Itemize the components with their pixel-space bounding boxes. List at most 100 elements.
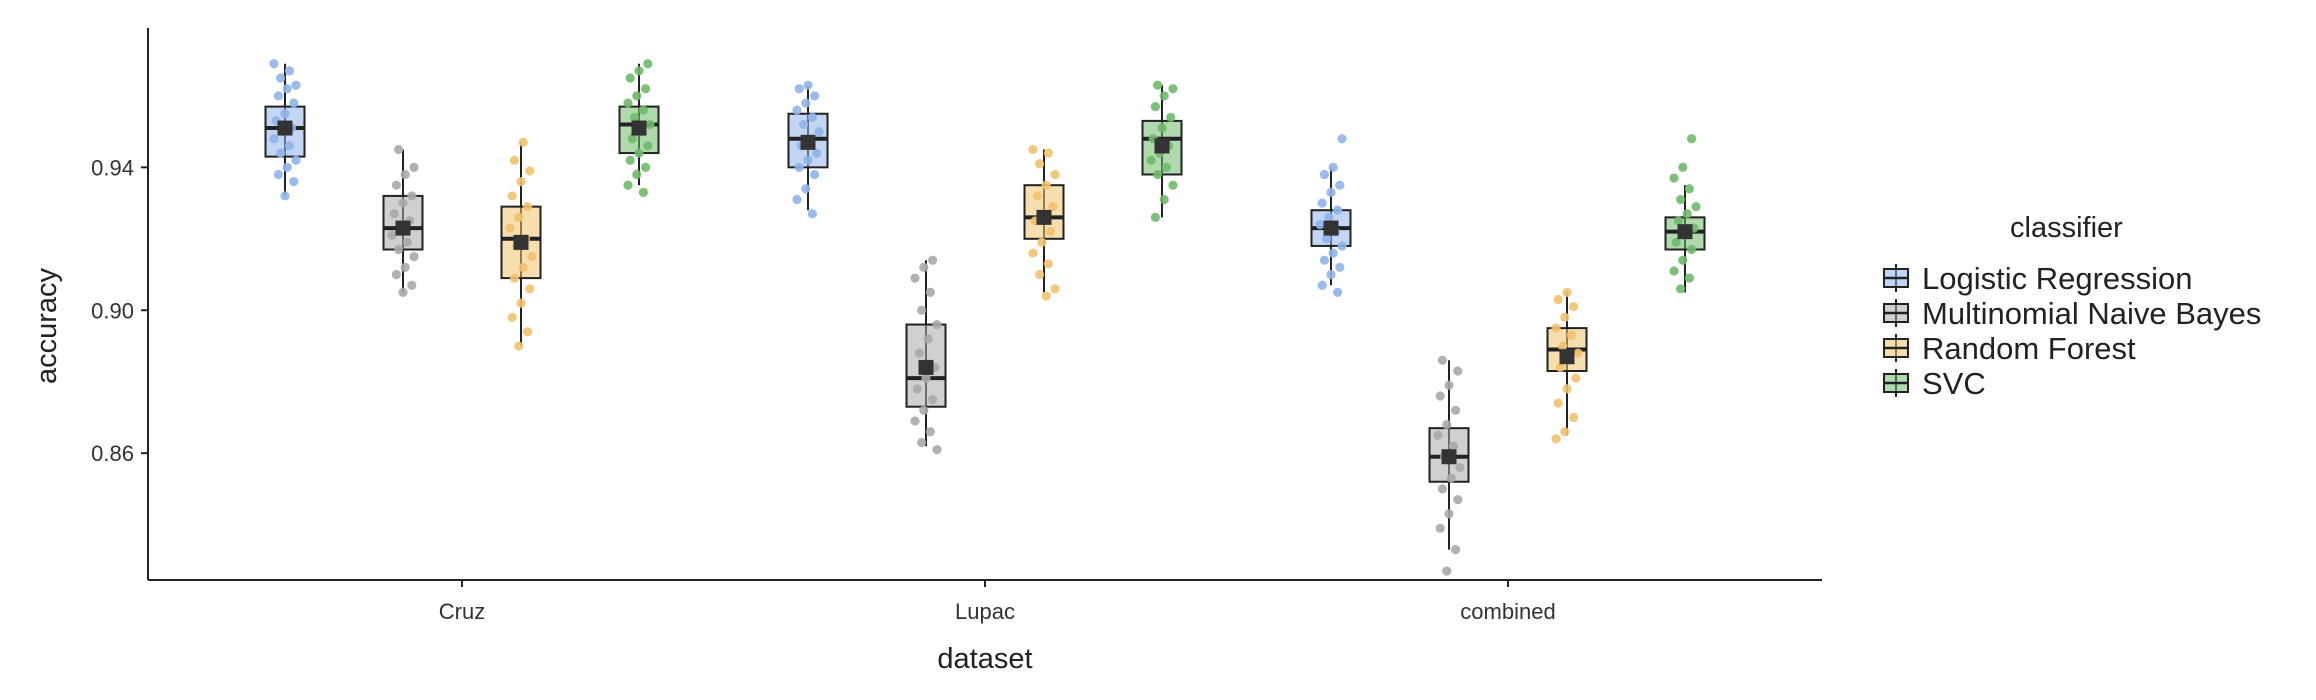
data-point: [518, 137, 528, 147]
data-point: [525, 284, 535, 294]
data-point: [630, 112, 640, 122]
data-point: [1319, 255, 1329, 265]
data-point: [803, 80, 813, 90]
data-point: [917, 305, 927, 315]
data-point: [1319, 169, 1329, 180]
data-point: [273, 91, 283, 101]
data-point: [925, 287, 936, 297]
data-point: [1328, 248, 1338, 258]
data-point: [1448, 441, 1458, 451]
data-point: [276, 73, 286, 83]
data-point: [1551, 434, 1561, 444]
data-point: [912, 384, 922, 394]
data-point: [269, 59, 279, 69]
data-point: [1157, 123, 1167, 133]
data-point: [810, 169, 820, 180]
data-point: [514, 212, 524, 222]
data-point: [391, 269, 401, 280]
data-point: [910, 416, 920, 426]
data-point: [282, 162, 292, 172]
y-axis-title: accuracy: [31, 267, 63, 384]
data-point: [1150, 102, 1160, 112]
data-point: [523, 202, 533, 212]
data-point: [932, 319, 942, 330]
data-point: [1041, 291, 1051, 301]
y-tick-label: 0.94: [91, 155, 134, 180]
data-point: [291, 80, 301, 90]
data-point: [525, 166, 535, 176]
data-point: [282, 84, 292, 94]
legend-item: Multinomial Naive Bayes: [1883, 296, 2261, 331]
series-svc: [618, 59, 1706, 294]
data-point: [289, 177, 299, 187]
mean-marker: [1677, 224, 1693, 240]
data-point: [514, 341, 524, 351]
data-point: [1050, 284, 1060, 294]
data-point: [398, 198, 408, 208]
data-point: [634, 66, 644, 76]
data-point: [1453, 366, 1463, 376]
data-point: [792, 194, 802, 205]
data-point: [400, 262, 410, 272]
data-point: [1451, 545, 1461, 555]
data-point: [1435, 391, 1445, 401]
data-point: [1337, 134, 1347, 144]
data-point: [400, 169, 410, 180]
legend-item: SVC: [1883, 366, 1986, 401]
data-point: [289, 98, 299, 108]
data-point: [1028, 248, 1038, 258]
series-multinomial-naive-bayes: [382, 144, 1470, 576]
data-point: [914, 348, 925, 358]
data-point: [284, 66, 294, 76]
data-point: [1322, 234, 1332, 244]
data-point: [407, 191, 417, 201]
data-point: [523, 327, 533, 337]
data-point: [1551, 323, 1561, 333]
data-point: [910, 273, 920, 283]
mean-marker: [1154, 138, 1170, 154]
data-point: [516, 298, 526, 308]
data-point: [643, 59, 653, 69]
data-point: [402, 237, 412, 247]
data-point: [518, 262, 528, 272]
data-point: [1553, 398, 1563, 408]
data-point: [1337, 241, 1347, 251]
data-point: [1676, 194, 1686, 205]
data-point: [1691, 202, 1701, 212]
data-point: [1046, 227, 1056, 237]
data-point: [641, 84, 651, 94]
data-point: [1435, 523, 1445, 533]
series-logistic-regression: [264, 59, 1352, 297]
y-tick-label: 0.90: [91, 298, 134, 323]
data-point: [1041, 180, 1051, 190]
data-point: [928, 255, 938, 265]
data-point: [794, 84, 804, 94]
data-point: [1569, 302, 1579, 312]
data-point: [398, 287, 408, 297]
data-point: [1035, 269, 1045, 280]
data-point: [623, 180, 633, 190]
data-point: [1455, 462, 1465, 473]
x-axis-title: dataset: [937, 643, 1032, 675]
data-point: [794, 162, 804, 172]
data-point: [1050, 169, 1060, 180]
data-point: [1043, 259, 1053, 269]
data-point: [280, 191, 290, 201]
data-point: [280, 109, 290, 119]
data-point: [509, 273, 519, 283]
plot-area: [264, 59, 1706, 576]
data-point: [1326, 187, 1336, 197]
data-point: [625, 73, 635, 83]
data-point: [407, 280, 417, 290]
data-point: [394, 144, 404, 155]
data-point: [1687, 244, 1697, 255]
data-point: [814, 127, 824, 137]
data-point: [1437, 355, 1447, 365]
data-point: [276, 148, 286, 158]
data-point: [807, 112, 818, 122]
data-point: [1687, 134, 1697, 144]
data-point: [507, 312, 517, 322]
legend-label: Random Forest: [1922, 331, 2136, 366]
x-tick-label: Cruz: [439, 599, 485, 624]
data-point: [1317, 280, 1327, 290]
